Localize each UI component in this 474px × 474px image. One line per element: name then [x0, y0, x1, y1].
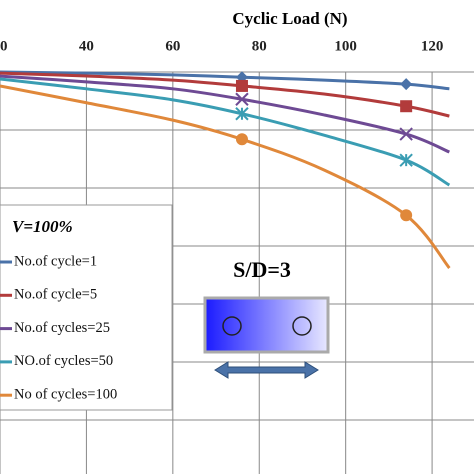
legend-label: NO.of cycles=50 [14, 353, 113, 369]
marker [400, 100, 413, 113]
x-tick-label: 100 [334, 38, 357, 54]
marker [235, 133, 248, 146]
marker [399, 127, 413, 141]
marker [400, 78, 413, 91]
marker [235, 92, 249, 106]
marker [235, 107, 249, 121]
marker [400, 209, 413, 222]
double-arrow [214, 361, 319, 379]
legend-label: No of cycles=100 [14, 387, 117, 403]
x-tick-label: 60 [165, 38, 180, 54]
marker [235, 79, 248, 92]
plot [0, 70, 451, 269]
legend: No.of cycle=1 No.of cycle=5 No.of cycles=2… [0, 253, 117, 403]
annotation: S/D=3 [233, 257, 291, 282]
x-tick-label: 80 [252, 38, 267, 54]
x-tick-label: 120 [421, 38, 444, 54]
legend-label: No.of cycle=5 [14, 287, 97, 303]
legend-title: V=100% [12, 217, 73, 236]
legend-label: No.of cycle=1 [14, 253, 97, 269]
x-tick-label: 40 [79, 38, 94, 54]
legend-label: No.of cycles=25 [14, 320, 110, 336]
hole [222, 316, 242, 336]
specimen [203, 296, 330, 354]
legend-box [0, 204, 173, 411]
hole [292, 316, 312, 336]
x-tick-label: 20 [0, 38, 8, 54]
marker [399, 153, 413, 167]
axis-title: Cyclic Load (N) [232, 9, 347, 28]
